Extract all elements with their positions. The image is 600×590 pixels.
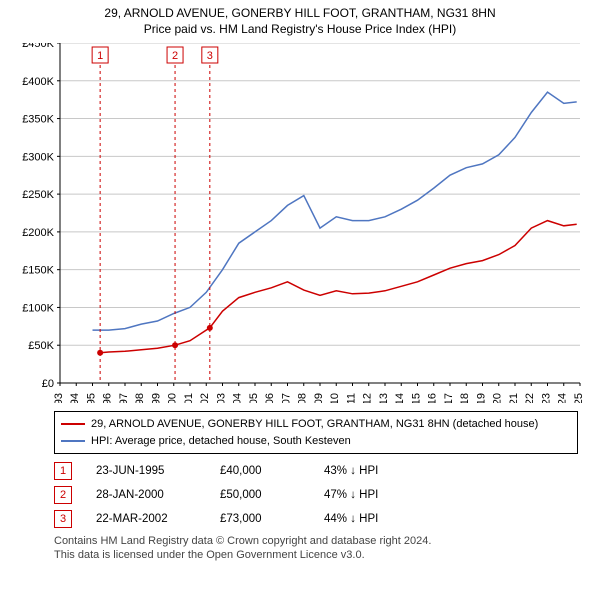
legend-label-property: 29, ARNOLD AVENUE, GONERBY HILL FOOT, GR… [91,416,538,433]
svg-text:2023: 2023 [540,393,552,403]
svg-text:2004: 2004 [232,393,244,403]
transaction-badge: 1 [54,462,72,480]
svg-text:1999: 1999 [150,393,162,403]
footer-note: Contains HM Land Registry data © Crown c… [54,534,590,563]
transaction-note: 47% ↓ HPI [324,489,378,501]
svg-text:1997: 1997 [118,393,130,403]
svg-text:£350K: £350K [22,114,54,126]
svg-text:1998: 1998 [134,393,146,403]
svg-text:2017: 2017 [443,393,455,403]
svg-text:2002: 2002 [199,393,211,403]
svg-text:1996: 1996 [102,393,114,403]
chart-title-line1: 29, ARNOLD AVENUE, GONERBY HILL FOOT, GR… [10,6,590,22]
transaction-price: £40,000 [220,465,300,477]
svg-text:£50K: £50K [28,340,54,352]
svg-text:2014: 2014 [394,393,406,403]
transaction-note: 44% ↓ HPI [324,513,378,525]
legend-item-property: 29, ARNOLD AVENUE, GONERBY HILL FOOT, GR… [61,416,571,433]
legend-swatch-hpi [61,440,85,442]
transaction-badge: 2 [54,486,72,504]
svg-text:£150K: £150K [22,265,54,277]
transaction-price: £73,000 [220,513,300,525]
svg-text:2010: 2010 [329,393,341,403]
svg-text:2016: 2016 [427,393,439,403]
svg-text:2009: 2009 [313,393,325,403]
svg-text:2013: 2013 [378,393,390,403]
legend-item-hpi: HPI: Average price, detached house, Sout… [61,433,571,450]
transaction-row: 2 28-JAN-2000 £50,000 47% ↓ HPI [54,486,590,504]
svg-text:2019: 2019 [475,393,487,403]
svg-text:£400K: £400K [22,76,54,88]
svg-text:£200K: £200K [22,227,54,239]
svg-text:2005: 2005 [248,393,260,403]
transaction-date: 23-JUN-1995 [96,465,196,477]
svg-text:1995: 1995 [85,393,97,403]
svg-text:2001: 2001 [183,393,195,403]
svg-text:£450K: £450K [22,43,54,50]
svg-text:2: 2 [172,50,178,62]
svg-text:1994: 1994 [69,393,81,403]
chart-plot: £0 £50K £100K £150K £200K £250K £300K £350K £400… [10,43,590,403]
svg-text:1: 1 [97,50,103,62]
legend-swatch-property [61,423,85,425]
svg-text:£300K: £300K [22,152,54,164]
transaction-note: 43% ↓ HPI [324,465,378,477]
svg-text:2022: 2022 [524,393,536,403]
transactions-list: 1 23-JUN-1995 £40,000 43% ↓ HPI 2 28-JAN… [54,462,590,528]
svg-text:2015: 2015 [410,393,422,403]
svg-text:2000: 2000 [167,393,179,403]
svg-text:£250K: £250K [22,189,54,201]
transaction-badge: 3 [54,510,72,528]
svg-text:£0: £0 [42,378,54,390]
svg-text:2003: 2003 [215,393,227,403]
transaction-row: 3 22-MAR-2002 £73,000 44% ↓ HPI [54,510,590,528]
svg-text:2018: 2018 [459,393,471,403]
transaction-date: 28-JAN-2000 [96,489,196,501]
svg-text:2006: 2006 [264,393,276,403]
svg-text:3: 3 [207,50,213,62]
svg-text:2020: 2020 [492,393,504,403]
transaction-date: 22-MAR-2002 [96,513,196,525]
legend-label-hpi: HPI: Average price, detached house, Sout… [91,433,351,450]
svg-text:2007: 2007 [280,393,292,403]
footer-line2: This data is licensed under the Open Gov… [54,548,590,562]
svg-text:2021: 2021 [508,393,520,403]
footer-line1: Contains HM Land Registry data © Crown c… [54,534,590,548]
svg-text:£100K: £100K [22,303,54,315]
svg-text:2008: 2008 [297,393,309,403]
svg-text:1993: 1993 [53,393,65,403]
legend: 29, ARNOLD AVENUE, GONERBY HILL FOOT, GR… [54,411,578,454]
transaction-row: 1 23-JUN-1995 £40,000 43% ↓ HPI [54,462,590,480]
svg-text:2025: 2025 [573,393,585,403]
chart-svg: £0 £50K £100K £150K £200K £250K £300K £350K £400… [10,43,590,403]
transaction-price: £50,000 [220,489,300,501]
svg-text:2024: 2024 [557,393,569,403]
svg-text:2012: 2012 [362,393,374,403]
chart-container: 29, ARNOLD AVENUE, GONERBY HILL FOOT, GR… [0,0,600,590]
svg-text:2011: 2011 [345,393,357,403]
chart-title-line2: Price paid vs. HM Land Registry's House … [10,22,590,38]
